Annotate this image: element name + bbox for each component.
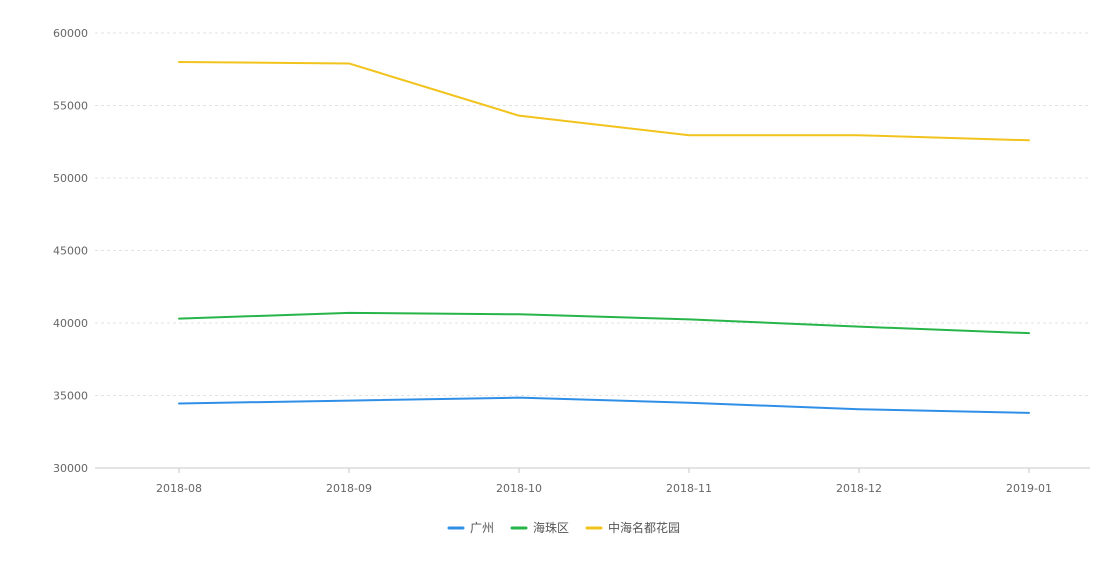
y-tick-label: 45000: [53, 245, 88, 258]
x-tick-label: 2019-01: [1006, 482, 1052, 495]
legend-item-0[interactable]: 广州: [449, 521, 494, 535]
x-tick-label: 2018-11: [666, 482, 712, 495]
y-tick-label: 60000: [53, 27, 88, 40]
axes: 30000 35000 40000 45000 50000 55000 60000 2018-…: [53, 27, 1090, 495]
grid-lines: [95, 33, 1090, 396]
legend-item-1[interactable]: 海珠区: [512, 520, 569, 535]
series-line-0: [179, 398, 1029, 413]
x-tick-label: 2018-09: [326, 482, 372, 495]
x-tick-label: 2018-12: [836, 482, 882, 495]
y-tick-label: 30000: [53, 462, 88, 475]
y-tick-label: 40000: [53, 317, 88, 330]
y-tick-label: 35000: [53, 390, 88, 403]
legend: 广州 海珠区 中海名都花园: [449, 520, 680, 535]
legend-item-2[interactable]: 中海名都花园: [587, 520, 680, 535]
x-tick-label: 2018-08: [156, 482, 202, 495]
y-tick-label: 55000: [53, 100, 88, 113]
series-line-2: [179, 62, 1029, 140]
legend-label: 海珠区: [533, 520, 569, 535]
legend-label: 广州: [470, 521, 494, 535]
legend-label: 中海名都花园: [608, 520, 680, 535]
y-tick-label: 50000: [53, 172, 88, 185]
x-tick-label: 2018-10: [496, 482, 542, 495]
series-lines: [179, 62, 1029, 413]
